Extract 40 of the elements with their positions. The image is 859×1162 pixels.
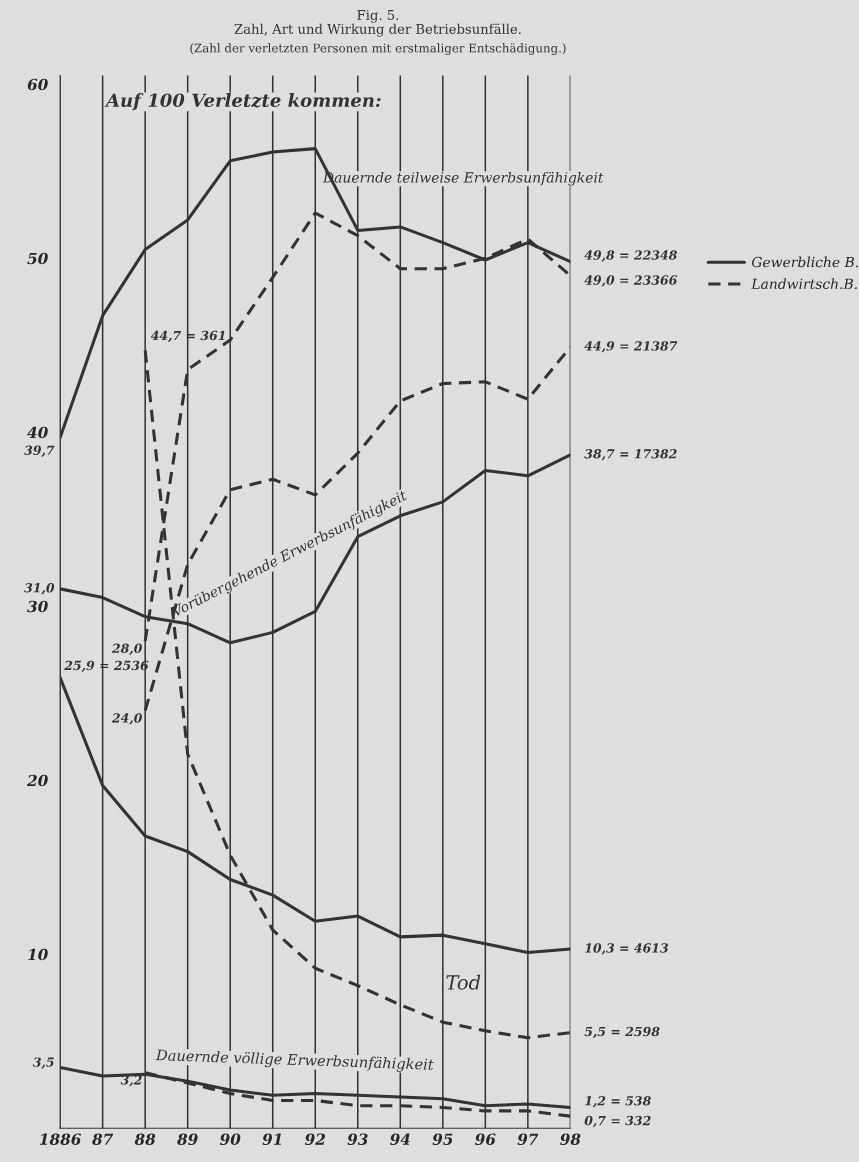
caption: Fig. 5. [357,10,399,23]
y-tick-label: 50 [27,252,48,265]
x-tick-label: 93 [347,1133,368,1145]
legend-label: Gewerbliche B. [751,256,858,268]
x-tick-label: 94 [390,1133,410,1145]
x-tick-label: 91 [262,1133,281,1145]
x-tick-label: 89 [177,1133,198,1145]
annotation: 1,2 = 538 [585,1096,651,1108]
x-tick-label: 97 [517,1133,539,1145]
annotation: 10,3 = 4613 [585,943,669,955]
y-tick-label: 10 [28,948,48,961]
y-tick-label: 60 [27,78,48,91]
annotation: 31,0 [24,583,55,595]
x-tick-label: 95 [432,1133,453,1145]
annotation: 49,0 = 23366 [584,275,678,287]
x-tick-label: 96 [475,1133,496,1145]
y-tick-label: 20 [26,774,48,787]
annotation: 38,7 = 17382 [584,449,677,461]
x-tick-label: 87 [92,1133,114,1145]
annotation: 5,5 = 2598 [584,1026,660,1039]
chart-subtitle: (Zahl der verletzten Personen mit erstmaliger Entschädigung.) [190,43,566,55]
y-tick-label: 30 [27,600,48,613]
chart-title: Zahl, Art und Wirkung der Betriebsunfälle. [234,23,521,37]
annotation: 3,5 [32,1057,54,1069]
x-tick-label: 1886 [39,1133,82,1145]
annotation: 49,8 = 22348 [584,250,677,262]
annotation: 0,7 = 332 [584,1115,651,1128]
annotation: 44,9 = 21387 [584,341,678,353]
x-tick-label: 88 [134,1133,156,1145]
x-tick-label: 98 [560,1133,581,1145]
legend-label: Landwirtsch.B. [751,278,857,290]
x-tick-label: 92 [304,1133,326,1145]
y-tick-label: 40 [27,426,48,439]
annotation: Tod [446,974,481,990]
annotation: Auf 100 Verletzte kommen: [104,93,381,111]
annotation: 24,0 [111,713,142,725]
annotation: Dauernde völlige Erwerbsunfähigkeit [155,1048,434,1073]
annotation: 39,7 [24,445,55,457]
x-tick-label: 90 [219,1133,241,1145]
annotation: 28,0 [111,643,142,655]
